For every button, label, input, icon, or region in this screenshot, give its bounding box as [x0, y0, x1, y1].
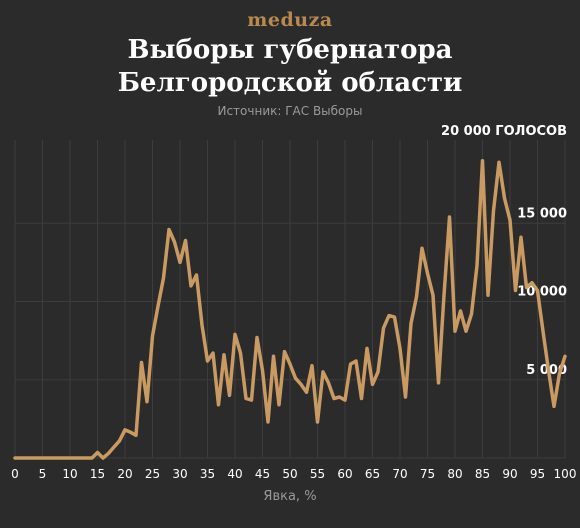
y-tick-labels: 5 000 10 000 15 000 20 000 ГОЛОСОВ	[441, 124, 567, 378]
x-tick-label: 60	[337, 467, 352, 481]
x-tick-label: 40	[227, 467, 242, 481]
series-layer	[13, 158, 567, 460]
x-tick-label: 55	[310, 467, 325, 481]
title-line-2: Белгородской области	[117, 68, 463, 98]
x-tick-label: 95	[530, 467, 545, 481]
x-tick-label: 15	[90, 467, 105, 481]
x-tick-label: 25	[145, 467, 160, 481]
x-tick-label: 20	[117, 467, 132, 481]
title-line-1: Выборы губернатора	[127, 35, 453, 65]
x-tick-label: 5	[39, 467, 47, 481]
y-tick-label: 5 000	[526, 363, 567, 378]
x-tick-label: 75	[420, 467, 435, 481]
chart-title: Выборы губернатора Белгородской области	[0, 34, 580, 100]
x-tick-labels: 0 5 10 15 20 25 30 35 40 45 50 55 60 65 70 75 80 85 90 95 10…	[11, 467, 576, 481]
x-tick-label: 30	[172, 467, 187, 481]
x-tick-label: 85	[475, 467, 490, 481]
x-tick-label: 70	[392, 467, 407, 481]
x-tick-label: 100	[554, 467, 577, 481]
x-axis-label: Явка, %	[263, 489, 317, 504]
y-tick-label: 15 000	[517, 206, 567, 221]
series-line	[13, 158, 567, 460]
x-tick-label: 90	[502, 467, 517, 481]
x-tick-label: 65	[365, 467, 380, 481]
y-tick-label: 20 000 ГОЛОСОВ	[441, 124, 567, 139]
x-tick-label: 50	[282, 467, 297, 481]
x-tick-label: 10	[62, 467, 77, 481]
y-tick-label: 10 000	[517, 285, 567, 300]
x-tick-label: 35	[200, 467, 215, 481]
meduza-logo: meduza	[247, 9, 333, 31]
x-tick-label: 45	[255, 467, 270, 481]
x-tick-label: 0	[11, 467, 19, 481]
source-note: Источник: ГАС Выборы	[217, 104, 363, 118]
x-tick-label: 80	[447, 467, 462, 481]
